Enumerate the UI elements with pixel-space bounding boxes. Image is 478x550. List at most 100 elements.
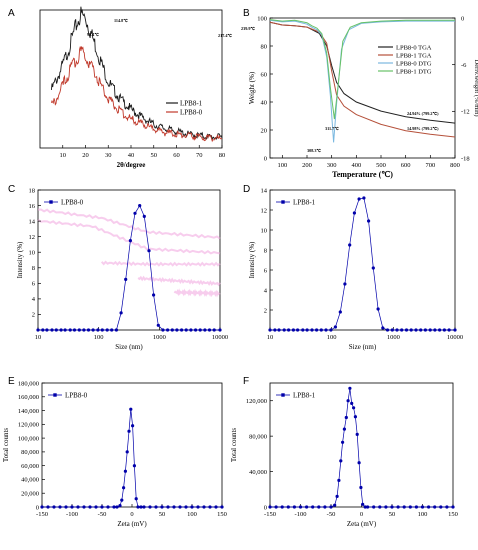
x-tick-label: 10000	[447, 334, 463, 341]
x-tick-label: 100	[277, 162, 287, 169]
data-point	[184, 328, 188, 332]
data-point	[372, 505, 376, 509]
x-tick-label: 100	[187, 511, 197, 518]
data-point	[427, 505, 431, 509]
data-point	[178, 505, 182, 509]
data-point	[114, 328, 118, 332]
data-point	[166, 505, 170, 509]
data-point	[376, 307, 380, 311]
data-point	[329, 505, 333, 509]
panel-letter: C	[8, 184, 15, 195]
data-point	[310, 328, 314, 332]
data-point	[147, 249, 151, 253]
y-tick-label: 20	[261, 127, 268, 134]
data-point	[152, 293, 156, 297]
x-tick-label: 10	[267, 334, 274, 341]
panel-f: F -150 -100 -50 0 50 100 150 0 40,000 80,000 120,00…	[230, 376, 458, 528]
data-point	[282, 328, 286, 332]
data-point	[414, 505, 418, 509]
data-point	[390, 328, 394, 332]
y-tick-label: 0	[264, 155, 267, 162]
y-tick-label: 40,000	[21, 477, 39, 484]
x-axis-label: 2θ/degree	[117, 161, 146, 169]
data-point	[100, 328, 104, 332]
data-point	[277, 328, 281, 332]
legend-label: LPB8-0	[180, 109, 203, 117]
data-point	[86, 328, 91, 332]
y-tick-label: 8	[264, 247, 267, 254]
data-point	[180, 328, 184, 332]
data-point	[335, 494, 339, 498]
data-point	[280, 505, 284, 509]
series-line	[42, 409, 222, 508]
x-tick-label: 60	[173, 152, 180, 159]
data-point	[123, 469, 127, 473]
data-point	[160, 505, 164, 509]
data-point	[110, 328, 114, 332]
data-point	[366, 505, 370, 509]
data-point	[359, 485, 363, 490]
legend-label: LPB8-1	[293, 199, 316, 207]
data-point	[52, 505, 56, 509]
data-point	[175, 328, 179, 332]
x-tick-label: -50	[98, 511, 107, 518]
background-trace	[100, 260, 221, 267]
y-tick-label: 160,000	[18, 394, 39, 401]
data-point	[96, 328, 100, 332]
y-tick-label: 8	[32, 265, 35, 272]
background-trace	[137, 275, 221, 287]
data-point	[357, 197, 361, 201]
x-tick-label: 100	[418, 511, 428, 518]
x-axis-label: Size (nm)	[115, 343, 143, 351]
y-tick-label: 60,000	[21, 463, 39, 470]
data-point	[136, 505, 140, 509]
legend-label: LPB8-1	[293, 392, 316, 400]
data-point	[453, 328, 457, 332]
data-point	[439, 505, 443, 509]
panel-letter: E	[8, 376, 15, 387]
data-point	[343, 282, 347, 286]
data-point	[70, 505, 74, 509]
y-axis-label: Weight (%)	[248, 71, 256, 104]
data-point	[315, 328, 319, 332]
x-tick-label: 40	[128, 152, 135, 159]
data-point	[317, 505, 321, 509]
annotation: 239.9℃	[241, 26, 255, 31]
data-point	[218, 328, 222, 332]
x-tick-label: 100	[327, 334, 337, 341]
data-point	[433, 505, 437, 509]
y-tick-label: 80	[261, 43, 268, 50]
data-point	[414, 328, 418, 332]
legend-label: LPB8-0	[65, 392, 88, 400]
y-tick-label: 20,000	[21, 491, 39, 498]
x-tick-label: -150	[36, 511, 48, 518]
data-point	[127, 429, 131, 433]
data-point	[311, 505, 315, 509]
y-tick-label: 6	[32, 281, 36, 288]
data-point	[133, 211, 137, 215]
data-point	[363, 505, 367, 509]
data-point	[268, 505, 272, 509]
data-point	[156, 323, 160, 327]
plot-frame	[269, 189, 456, 331]
data-point	[346, 399, 350, 403]
data-point	[166, 328, 170, 332]
x-tick-label: 150	[217, 511, 227, 518]
data-point	[423, 328, 427, 332]
panel-d: D 10 100 1000 10000 2 4 6 8 10 12 14 Size (nm) Intens…	[243, 184, 463, 351]
panel-letter: F	[243, 376, 249, 387]
x-tick-label: 200	[302, 162, 312, 169]
data-point	[190, 505, 194, 509]
x-tick-label: 150	[448, 511, 458, 518]
data-point	[292, 505, 296, 509]
data-point	[105, 328, 109, 332]
x-tick-label: 80	[219, 152, 226, 159]
data-point	[212, 328, 216, 332]
data-point	[273, 328, 277, 332]
series-line	[50, 46, 223, 143]
data-point	[305, 505, 309, 509]
data-point	[324, 328, 328, 332]
x-tick-label: 1000	[387, 334, 400, 341]
annotation: 14.98% (799.2℃)	[407, 126, 439, 131]
data-point	[161, 328, 165, 332]
